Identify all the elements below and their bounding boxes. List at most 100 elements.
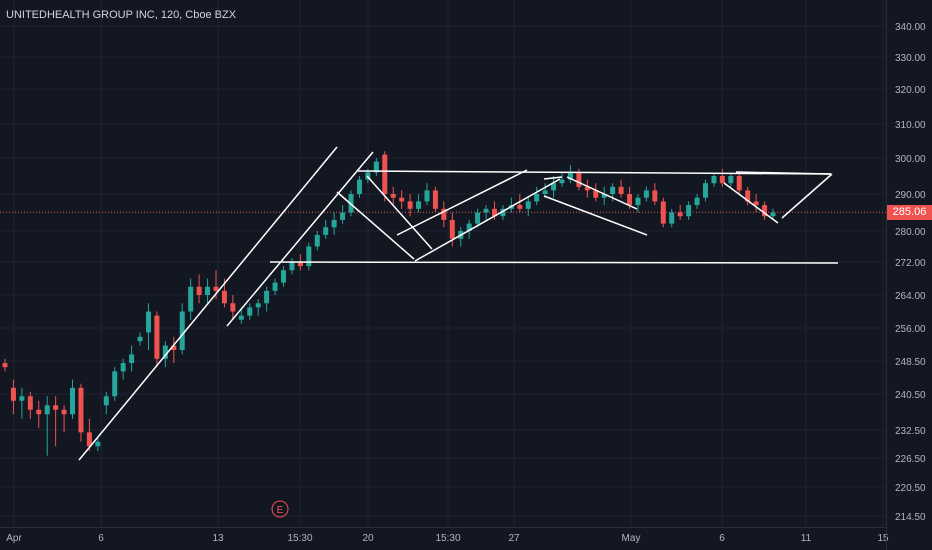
- time-tick-label: 6: [719, 533, 725, 544]
- trendline: [336, 191, 415, 260]
- candle-body: [627, 194, 633, 206]
- candle-body: [2, 363, 8, 368]
- candle-body: [230, 303, 236, 312]
- trendline: [366, 175, 433, 250]
- candle-body: [517, 205, 523, 209]
- earnings-marker-icon: [271, 500, 289, 518]
- candle-body: [289, 262, 295, 271]
- candle-body: [36, 409, 42, 415]
- candle-body: [593, 190, 599, 198]
- price-tick-label: 226.50: [895, 454, 926, 465]
- candle-body: [78, 387, 84, 433]
- time-tick-label: 20: [362, 533, 374, 544]
- candle-body: [238, 315, 244, 320]
- candle-body: [356, 179, 362, 194]
- candle-body: [95, 441, 101, 447]
- candle-body: [137, 336, 143, 342]
- candle-body: [188, 286, 194, 312]
- candle-body: [179, 311, 185, 350]
- candle-body: [86, 432, 92, 447]
- candle-body: [702, 183, 708, 198]
- candle-body: [340, 212, 346, 220]
- candle-body: [19, 396, 25, 401]
- price-tick-label: 214.50: [895, 512, 926, 523]
- candle-body: [534, 194, 540, 202]
- trendline: [543, 195, 648, 236]
- candle-body: [525, 201, 531, 209]
- price-tick-label: 320.00: [895, 85, 926, 96]
- price-tick-label: 272.00: [895, 258, 926, 269]
- candle-body: [559, 179, 565, 184]
- trendline: [414, 178, 561, 262]
- candle-body: [281, 270, 287, 283]
- candle-body: [441, 208, 447, 220]
- candle-body: [297, 262, 303, 267]
- candle-body: [610, 186, 616, 194]
- price-tick-label: 256.00: [895, 324, 926, 335]
- trendline: [543, 176, 563, 180]
- time-axis-separator: [0, 527, 886, 528]
- candle-body: [762, 205, 768, 217]
- candle-body: [399, 197, 405, 202]
- candle-body: [686, 205, 692, 217]
- candle-body: [264, 290, 270, 304]
- candle-body: [196, 286, 202, 295]
- candle-body: [247, 307, 253, 316]
- candle-body: [635, 197, 641, 206]
- candle-body: [255, 303, 261, 308]
- time-tick-label: 15:30: [435, 533, 460, 544]
- candle-body: [567, 172, 573, 180]
- candle-body: [70, 387, 76, 415]
- time-tick-label: 11: [801, 533, 812, 544]
- trendline: [723, 182, 779, 224]
- price-tick-label: 264.00: [895, 291, 926, 302]
- candle-body: [584, 186, 590, 191]
- candle-body: [407, 201, 413, 209]
- time-tick-label: 13: [212, 533, 224, 544]
- candle-body: [162, 345, 168, 359]
- earnings-marker-label: E: [277, 505, 284, 516]
- candle-body: [483, 208, 489, 213]
- candle-body: [61, 409, 67, 415]
- time-tick-label: 15: [877, 533, 889, 544]
- candle-body: [27, 396, 33, 410]
- candle-body: [475, 212, 481, 224]
- price-tick-label: 300.00: [895, 154, 926, 165]
- candle-body: [213, 286, 219, 291]
- candle-body: [432, 190, 438, 209]
- candle-body: [103, 396, 109, 406]
- candle-body: [424, 190, 430, 202]
- trendline: [735, 171, 832, 175]
- candle-body: [10, 387, 16, 401]
- price-tick-label: 290.00: [895, 190, 926, 201]
- candle-body: [660, 201, 666, 224]
- price-axis-separator: [886, 0, 887, 550]
- candle-body: [221, 290, 227, 304]
- candle-body: [576, 172, 582, 187]
- candle-body: [643, 190, 649, 198]
- candle-body: [390, 194, 396, 198]
- candle-body: [416, 201, 422, 209]
- candle-body: [491, 208, 497, 217]
- candle-body: [272, 282, 278, 291]
- candle-body: [53, 405, 59, 410]
- price-tick-label: 240.50: [895, 390, 926, 401]
- candle-body: [694, 197, 700, 206]
- time-tick-label: 27: [508, 533, 520, 544]
- trendline: [226, 151, 374, 327]
- candle-body: [373, 161, 379, 173]
- price-tick-label: 248.50: [895, 357, 926, 368]
- price-tick-label: 280.00: [895, 227, 926, 238]
- candle-body: [770, 212, 776, 217]
- price-tick-label: 340.00: [895, 22, 926, 33]
- price-tick-label: 330.00: [895, 53, 926, 64]
- candle-body: [120, 363, 126, 372]
- candle-body: [129, 354, 135, 364]
- candle-body: [652, 190, 658, 202]
- candle-body: [745, 190, 751, 202]
- candle-body: [542, 190, 548, 194]
- candle-body: [677, 212, 683, 217]
- time-tick-label: 15:30: [287, 533, 312, 544]
- candle-body: [753, 201, 759, 206]
